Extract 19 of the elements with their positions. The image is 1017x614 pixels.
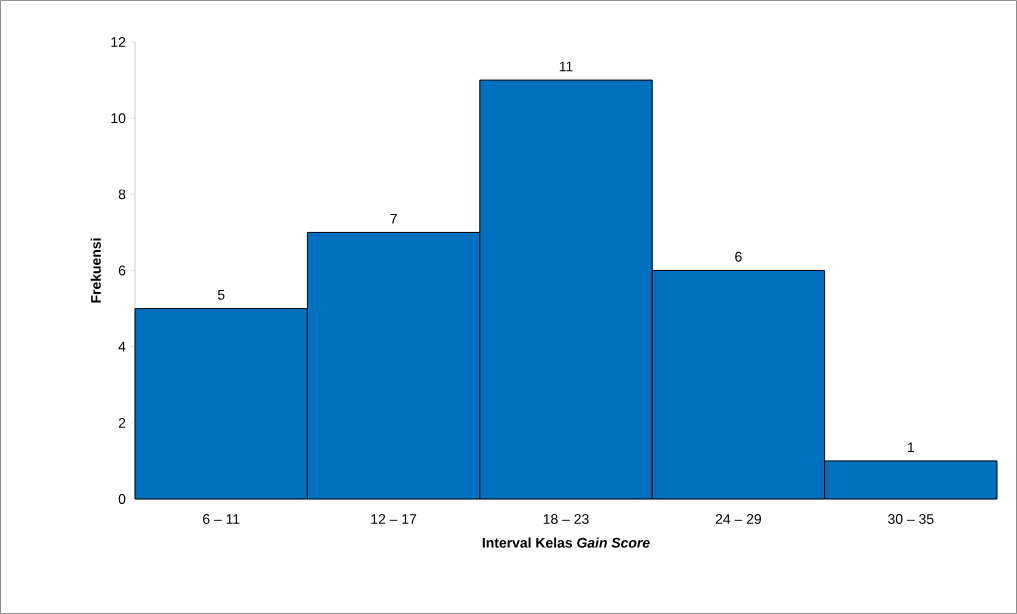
data-label: 11 xyxy=(559,61,573,72)
x-tick-label: 24 – 29 xyxy=(715,514,761,524)
y-tick-label: 4 xyxy=(118,341,126,352)
x-tick-label: 6 – 11 xyxy=(203,514,240,524)
x-axis-title: Interval Kelas Gain Score xyxy=(482,537,650,548)
data-label: 7 xyxy=(390,213,397,224)
y-tick-label: 12 xyxy=(111,37,126,47)
y-tick-label: 2 xyxy=(118,417,126,428)
x-tick-label: 18 – 23 xyxy=(543,514,589,524)
data-label: 5 xyxy=(217,290,225,300)
y-tick-label: 0 xyxy=(118,494,126,504)
y-axis-title: Frekuensi xyxy=(90,238,101,303)
data-label: 1 xyxy=(907,442,915,453)
y-tick-label: 10 xyxy=(111,113,126,124)
y-tick-label: 8 xyxy=(118,189,126,200)
data-label: 6 xyxy=(735,251,742,262)
x-tick-label: 30 – 35 xyxy=(888,514,934,524)
y-tick-label: 6 xyxy=(118,265,126,276)
x-tick-label: 12 – 17 xyxy=(371,514,417,524)
